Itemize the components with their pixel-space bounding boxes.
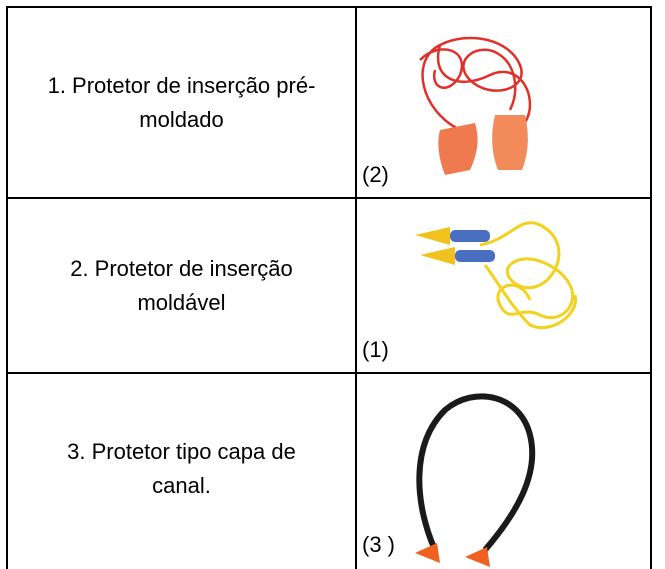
cell-label: (3 ) [362, 532, 395, 557]
cell-text: 1. Protetor de inserção pré-moldado [47, 72, 316, 132]
cell: 2. Protetor de inserção moldável [8, 199, 355, 372]
border [355, 6, 357, 569]
border [6, 372, 652, 374]
border [6, 197, 652, 199]
cell-text: 3. Protetor tipo capa de canal. [67, 439, 296, 498]
border [6, 6, 8, 569]
cell: 3. Protetor tipo capa de canal. [8, 374, 355, 564]
cell: 1. Protetor de inserção pré-moldado [8, 8, 355, 197]
earplug-image [419, 36, 532, 175]
earplug-image [415, 393, 536, 567]
cell-text: 2. Protetor de inserção moldável [70, 255, 293, 315]
border [6, 6, 652, 8]
earplug-image [415, 221, 577, 330]
cell-label: (2) [362, 162, 389, 187]
border [650, 6, 652, 569]
cell-label: (1) [362, 337, 389, 362]
